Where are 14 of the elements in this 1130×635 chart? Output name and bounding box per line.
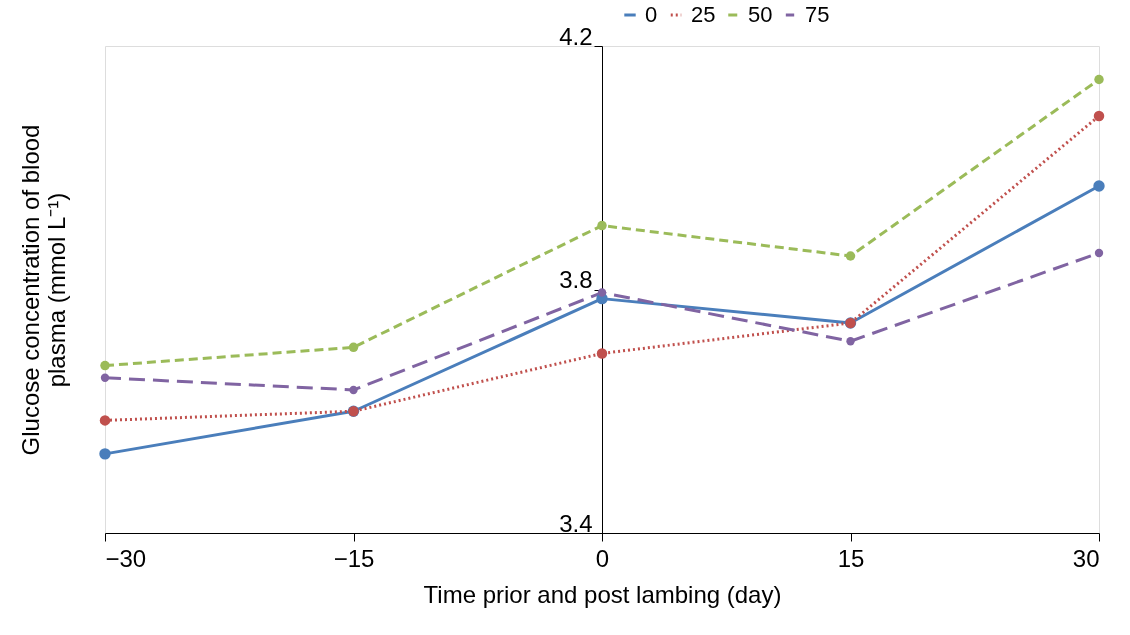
x-tick-label: −30 — [105, 544, 147, 572]
y-tick-label: 3.4 — [559, 509, 593, 537]
x-tick-label: −15 — [333, 544, 375, 572]
legend-label: 25 — [691, 2, 716, 27]
legend-label: 75 — [805, 2, 830, 27]
legend-label: 50 — [748, 2, 773, 27]
y-axis-title: Glucose concentration of blood plasma (mmol L⁻¹) — [16, 124, 70, 456]
legend-label: 0 — [645, 2, 658, 27]
y-tick-label: 4.2 — [559, 22, 593, 50]
y-tick-label: 3.8 — [559, 266, 593, 293]
x-tick-label: 0 — [595, 544, 610, 572]
x-axis-title: Time prior and post lambing (day) — [423, 580, 782, 608]
x-tick-label: 30 — [1072, 544, 1100, 572]
x-tick-label: 15 — [837, 544, 865, 572]
